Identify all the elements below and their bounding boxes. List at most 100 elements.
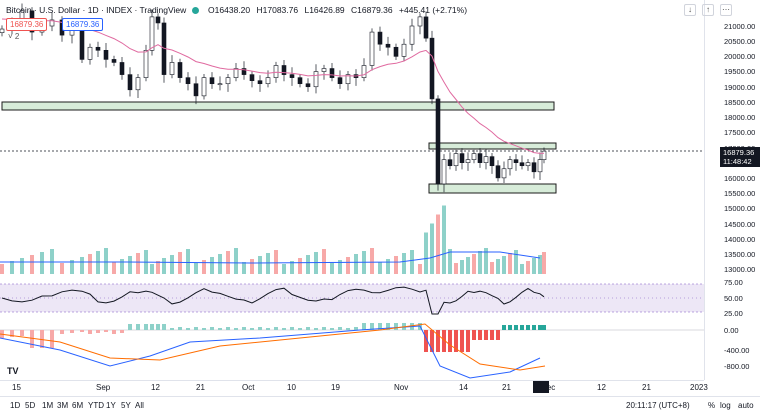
macd-bar — [96, 330, 100, 333]
range-button-3m[interactable]: 3M — [57, 401, 69, 410]
candle-body — [429, 37, 435, 100]
candle-body — [361, 65, 367, 78]
range-button-1d[interactable]: 1D — [10, 401, 21, 410]
macd-bar — [210, 327, 214, 330]
candle — [423, 11, 429, 42]
price-chart[interactable] — [0, 0, 704, 380]
range-button-5d[interactable]: 5D — [25, 401, 36, 410]
candle — [329, 63, 335, 82]
candle-body — [233, 68, 239, 78]
macd-tick: -400.00 — [724, 346, 750, 355]
candle — [135, 73, 141, 98]
candle — [161, 17, 167, 83]
macd-bar — [430, 330, 434, 352]
macd-bar — [242, 327, 246, 330]
range-button-6m[interactable]: 6M — [72, 401, 84, 410]
volume-bar — [20, 258, 24, 274]
candle — [537, 152, 543, 181]
range-button-1y[interactable]: 1Y — [106, 401, 116, 410]
chart-legend: Bitcoin · U.S. Dollar · 1D · INDEX · Tra… — [6, 5, 467, 15]
macd-bar — [472, 330, 476, 340]
rsi-tick: 75.00 — [724, 278, 743, 287]
candle — [501, 161, 507, 184]
candle — [507, 156, 513, 176]
candle-body — [49, 19, 55, 27]
volume-bar — [150, 264, 154, 274]
candle — [519, 155, 525, 170]
range-button-all[interactable]: All — [135, 401, 144, 410]
candle — [95, 41, 101, 57]
volume-bar — [520, 264, 524, 274]
macd-bar — [508, 325, 512, 330]
volume-bar — [194, 263, 198, 274]
price-tag-buy[interactable]: 16879.36 — [62, 18, 104, 31]
macd-bar — [266, 328, 270, 330]
candle — [525, 159, 531, 171]
macd-bar — [378, 323, 382, 330]
volume-bar — [210, 257, 214, 274]
candle-body — [79, 25, 85, 60]
volume-bar — [508, 253, 512, 274]
indicator-collapse-toggle[interactable]: ˅ 2 — [8, 32, 20, 41]
macd-bar — [156, 324, 160, 330]
candle — [401, 38, 407, 62]
ohlc-high: H17083.76 — [256, 5, 299, 15]
candle-body — [143, 49, 149, 78]
macd-bar — [448, 330, 452, 352]
time-tick: 2023 — [690, 383, 708, 392]
clock[interactable]: 20:11:17 (UTC+8) — [626, 401, 690, 410]
candle-body — [321, 68, 327, 72]
range-button-ytd[interactable]: YTD — [88, 401, 104, 410]
arrow-down-icon[interactable]: ↓ — [684, 4, 696, 16]
price-tick: 13000.00 — [724, 265, 756, 274]
log-toggle[interactable]: log — [720, 401, 731, 410]
volume-bar — [526, 261, 530, 274]
macd-bar — [186, 328, 190, 330]
time-tick: 21 — [642, 383, 651, 392]
macd-bar — [346, 328, 350, 330]
price-tag-sell[interactable]: 16879.36 — [6, 18, 48, 31]
range-button-1m[interactable]: 1M — [42, 401, 54, 410]
volume-bar — [242, 262, 246, 274]
candle — [361, 58, 367, 82]
candle-body — [297, 77, 303, 85]
candle-body — [329, 68, 335, 78]
arrow-up-icon[interactable]: ↑ — [702, 4, 714, 16]
macd-bar — [496, 330, 500, 340]
macd-bar — [354, 327, 358, 330]
macd-bar — [178, 327, 182, 330]
volume-bar — [298, 258, 302, 274]
candle-body — [477, 153, 483, 163]
chart-area[interactable]: Bitcoin · U.S. Dollar · 1D · INDEX · Tra… — [0, 0, 704, 380]
candle-body — [289, 74, 295, 78]
volume-bar — [156, 261, 160, 274]
candle — [453, 149, 459, 171]
candle-body — [377, 31, 383, 45]
candle-body — [423, 16, 429, 39]
time-axis[interactable] — [0, 380, 704, 395]
macd-bar — [80, 330, 84, 332]
rsi-line — [1, 286, 545, 315]
auto-toggle[interactable]: auto — [738, 401, 754, 410]
percent-toggle[interactable]: % — [708, 401, 716, 410]
candle-body — [193, 83, 199, 97]
candle — [477, 148, 483, 168]
range-button-5y[interactable]: 5Y — [121, 401, 131, 410]
macd-bar — [194, 327, 198, 330]
volume-bar — [354, 254, 358, 274]
candle — [143, 44, 149, 82]
volume-bar — [136, 253, 140, 274]
candle-body — [459, 153, 465, 163]
volume-bar — [454, 263, 458, 274]
price-tick: 14500.00 — [724, 220, 756, 229]
macd-bar — [150, 324, 154, 330]
candle — [297, 73, 303, 88]
price-axis[interactable] — [704, 0, 760, 380]
more-icon[interactable]: ⋯ — [720, 4, 732, 16]
candle-body — [337, 77, 343, 85]
macd-bar — [50, 330, 54, 348]
symbol-title[interactable]: Bitcoin · U.S. Dollar · 1D · INDEX · Tra… — [6, 5, 187, 15]
candle-body — [513, 159, 519, 163]
macd-tick: -800.00 — [724, 362, 750, 371]
macd-bar — [202, 328, 206, 330]
